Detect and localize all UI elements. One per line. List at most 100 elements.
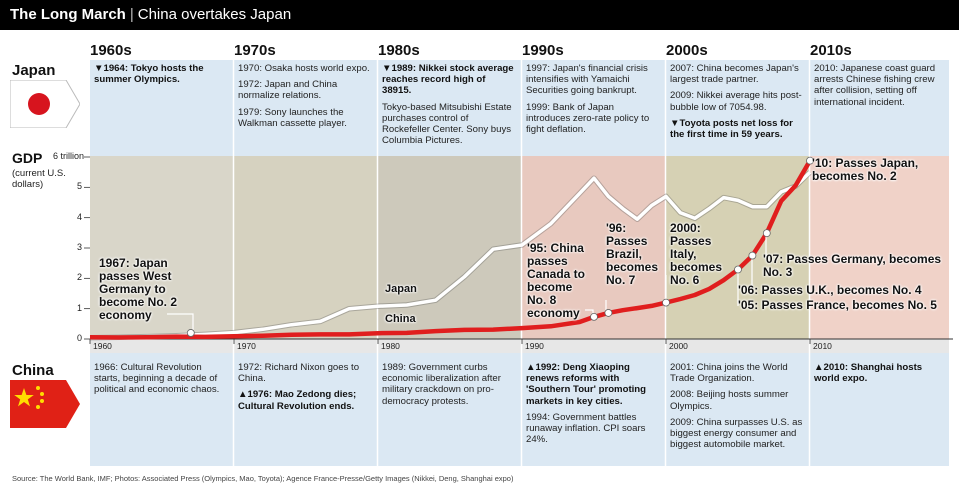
china-events-bg [666, 353, 809, 466]
decade-event-box: 1966: Cultural Revolution starts, beginn… [94, 362, 228, 401]
annotation-marker [604, 309, 613, 317]
annotation-label: '96: Passes Brazil, becomes No. 7 [606, 221, 659, 287]
japan-events-bg [378, 60, 521, 156]
gdp-label: GDP [12, 150, 43, 166]
japan-series-line [89, 170, 812, 340]
decade-event-box: 1972: Richard Nixon goes to China. ▲1976:… [238, 362, 372, 417]
china-events-bg [378, 353, 521, 466]
y-tick-label: 1 [76, 302, 82, 313]
title-rest: China overtakes Japan [137, 6, 292, 23]
event-item: ▼1989: Nikkei stock average reaches reco… [382, 63, 514, 97]
axis-strip-bg [378, 339, 521, 353]
decade-event-box: 1989: Government curbs economic liberali… [382, 362, 516, 412]
decade-header: 2000s [666, 42, 708, 59]
y-tick-label: 0 [76, 333, 82, 343]
chart-column-bg [810, 156, 949, 339]
chart-column-bg [90, 156, 233, 339]
axis-strip-bg [234, 339, 377, 353]
event-item: 1994: Government battles runaway inflati… [526, 411, 646, 446]
annotation-label: 2000: Passes Italy, becomes No. 6 [670, 221, 723, 287]
decade-event-box: 1997: Japan's financial crisis intensifi… [526, 63, 660, 140]
event-item: 1989: Government curbs economic liberali… [382, 362, 501, 407]
x-tick-label: 1990 [525, 341, 544, 351]
y-tick-label: 6 trillion [52, 151, 84, 161]
axis-strip-bg [522, 339, 665, 353]
annotation-label: '10: Passes Japan, becomes No. 2 [812, 156, 919, 183]
japan-events-bg [522, 60, 665, 156]
event-item: 2009: China surpasses U.S. as biggest en… [670, 416, 803, 451]
chart-column-bg [666, 156, 809, 339]
china-events-bg [522, 353, 665, 466]
event-item: 1979: Sony launches the Walkman cassette… [238, 106, 347, 129]
event-item: 1972: Richard Nixon goes to China. [238, 362, 360, 385]
china-events-bg [810, 353, 949, 466]
china-label: China [12, 362, 54, 379]
china-series-line [89, 159, 812, 340]
event-item: ▼Toyota posts net loss for the first tim… [670, 117, 793, 141]
annotation-label: '06: Passes U.K., becomes No. 4 [738, 283, 922, 297]
y-tick-label: 4 [76, 211, 82, 222]
event-item: ▲1992: Deng Xiaoping renews reforms with… [526, 362, 647, 407]
title-bold: The Long March [10, 6, 126, 23]
annotation-marker [806, 156, 814, 165]
annotation-label: '07: Passes Germany, becomes No. 3 [763, 252, 942, 279]
axis-strip-bg [810, 339, 949, 353]
japan-events-bg [666, 60, 809, 156]
annotation-label: 1967: Japan passes West Germany to becom… [99, 256, 178, 322]
decade-event-box: ▲1992: Deng Xiaoping renews reforms with… [526, 362, 660, 450]
x-tick-label: 1980 [381, 341, 400, 351]
event-item: 1970: Osaka hosts world expo. [238, 63, 370, 74]
decade-event-box: ▼1964: Tokyo hosts the summer Olympics. [94, 63, 228, 90]
event-item: 1999: Bank of Japan introduces zero-rate… [526, 101, 650, 136]
annotation-marker [762, 229, 771, 238]
event-item: 2010: Japanese coast guard arrests Chine… [814, 63, 936, 108]
japan-flag [9, 79, 81, 133]
china-events-bg [90, 353, 233, 466]
decade-header: 1970s [234, 42, 276, 59]
y-tick-label: 2 [76, 272, 82, 283]
axis-strip-bg [666, 339, 809, 353]
event-item: 1966: Cultural Revolution starts, beginn… [94, 362, 220, 396]
china-series-label: China [385, 313, 416, 325]
y-tick-label: 3 [76, 242, 82, 252]
x-tick-label: 1970 [237, 341, 256, 351]
japan-events-bg [234, 60, 377, 156]
gdp-sublabel: (current U.S. dollars) [12, 168, 66, 191]
decade-event-box: 2001: China joins the World Trade Organi… [670, 362, 804, 455]
japan-label: Japan [12, 62, 56, 79]
japan-events-bg [810, 60, 949, 156]
event-item: ▼1964: Tokyo hosts the summer Olympics. [94, 63, 204, 86]
event-item: Tokyo-based Mitsubishi Estate purchases … [382, 101, 512, 147]
annotation-marker [590, 312, 598, 321]
event-item: ▲2010: Shanghai hosts world expo. [814, 362, 923, 385]
event-item: 1997: Japan's financial crisis intensifi… [526, 63, 648, 97]
event-item: ▲1976: Mao Zedong dies; Cultural Revolut… [238, 389, 357, 412]
x-tick-label: 1960 [93, 341, 112, 351]
x-tick-label: 2000 [669, 341, 688, 351]
event-item: 2008: Beijing hosts summer Olympics. [670, 389, 789, 412]
annotation-marker [748, 251, 757, 260]
japan-series-label: Japan [385, 283, 417, 295]
annotation-label: '05: Passes France, becomes No. 5 [738, 298, 937, 312]
title-bar: The Long March | China overtakes Japan [0, 0, 959, 30]
annotation-marker [186, 329, 195, 337]
event-item: 2009: Nikkei average hits post-bubble lo… [670, 90, 802, 113]
annotation-marker [734, 265, 742, 274]
decade-event-box: 2007: China becomes Japan's largest trad… [670, 63, 804, 145]
decade-event-box: 1970: Osaka hosts world expo. 1972: Japan… [238, 63, 372, 134]
annotation-label: '95: China passes Canada to become No. 8… [527, 241, 586, 320]
event-item: 1972: Japan and China normalize relation… [238, 79, 338, 102]
event-item: 2007: China becomes Japan's largest trad… [670, 63, 799, 86]
decade-event-box: ▲2010: Shanghai hosts world expo. [814, 362, 946, 389]
decade-header: 1990s [522, 42, 564, 59]
source-note: Source: The World Bank, IMF; Photos: Ass… [12, 474, 514, 483]
annotation-marker [662, 298, 670, 307]
x-tick-label: 2010 [813, 341, 832, 351]
decade-header: 2010s [810, 42, 852, 59]
decade-header: 1960s [90, 42, 132, 59]
y-tick-label: 5 [76, 181, 82, 192]
decade-header: 1980s [378, 42, 420, 59]
event-item: 2001: China joins the World Trade Organi… [670, 362, 788, 385]
china-flag [10, 380, 80, 433]
